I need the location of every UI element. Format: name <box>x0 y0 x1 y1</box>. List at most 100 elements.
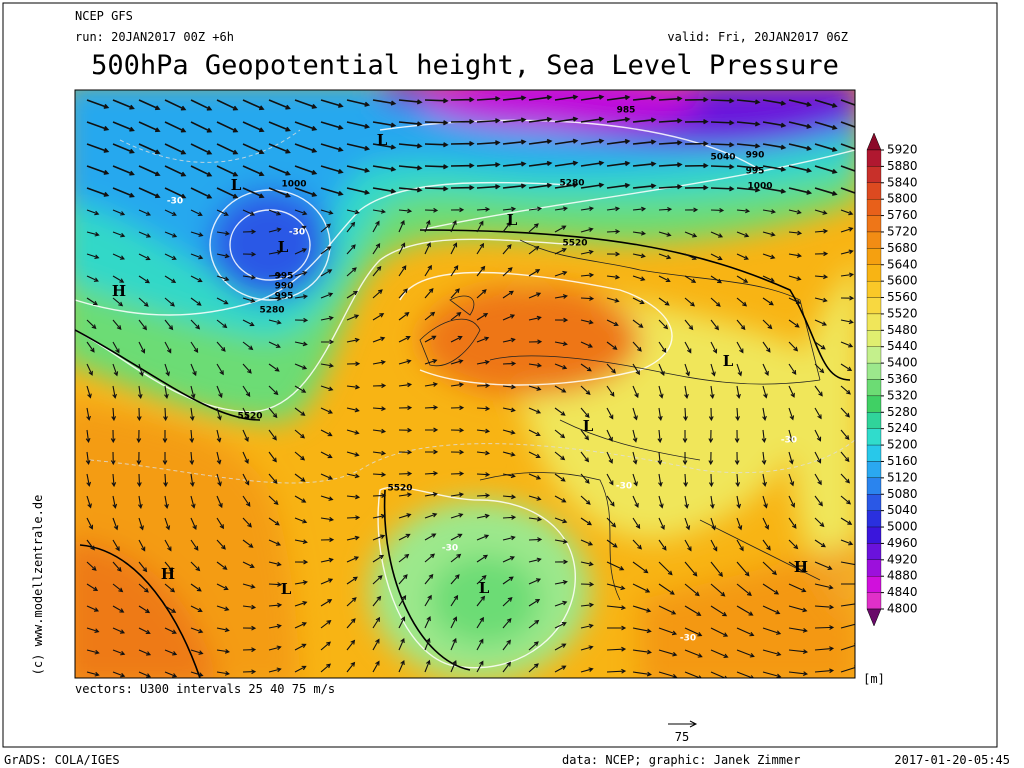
wind-vector <box>708 473 714 488</box>
contour-label: 995 <box>275 272 294 282</box>
wind-vector <box>190 583 202 592</box>
wind-vector <box>112 363 119 377</box>
wind-vector <box>112 561 122 572</box>
colorbar-label: 5320 <box>887 388 918 402</box>
wind-vector <box>788 121 813 129</box>
low-label: L <box>231 176 242 194</box>
wind-vector <box>86 231 100 237</box>
wind-vector <box>788 187 813 195</box>
wind-vector <box>658 627 678 636</box>
wind-vector <box>814 251 829 257</box>
wind-vector <box>450 312 462 321</box>
wind-vector <box>346 639 356 651</box>
wind-vector <box>658 539 667 551</box>
wind-vector <box>216 165 239 177</box>
wind-vector <box>606 160 631 167</box>
wind-vector <box>710 605 728 617</box>
wind-vector <box>736 517 743 531</box>
wind-vector <box>554 116 579 123</box>
credits: data: NCEP; graphic: Janek Zimmer <box>562 753 800 767</box>
colorbar-segment <box>866 313 882 331</box>
wind-vector <box>606 539 618 548</box>
wind-vector <box>632 139 657 145</box>
wind-vector <box>502 117 527 123</box>
colorbar-label: 5880 <box>887 159 918 173</box>
wind-vector <box>684 141 709 147</box>
wind-vector <box>424 533 437 541</box>
wind-vector <box>736 363 743 377</box>
wind-vector <box>684 517 691 531</box>
colorbar-segment <box>866 395 882 413</box>
wind-vector <box>398 312 410 321</box>
wind-vector <box>632 407 638 421</box>
wind-vector <box>164 495 169 509</box>
low-label: L <box>377 131 388 149</box>
wind-vector <box>554 600 568 607</box>
wind-vector <box>734 451 740 466</box>
wind-vector <box>320 663 332 673</box>
wind-vector <box>814 407 822 420</box>
wind-vector <box>762 341 771 353</box>
wind-vector <box>476 428 491 434</box>
wind-vector <box>682 451 688 466</box>
wind-vector <box>346 384 361 390</box>
wind-vector <box>216 275 230 282</box>
wind-vector <box>658 184 683 190</box>
wind-vector <box>398 492 413 498</box>
wind-vector <box>683 473 688 488</box>
wind-vector <box>554 429 566 439</box>
wind-vector <box>580 451 590 463</box>
colorbar-segment <box>866 182 882 200</box>
wind-vector <box>814 319 828 326</box>
wind-vector <box>632 319 644 328</box>
wind-vector <box>684 605 702 616</box>
wind-vector <box>190 605 203 613</box>
wind-vector <box>398 242 406 255</box>
colorbar-label: 5160 <box>887 454 918 468</box>
wind-vector <box>346 209 360 215</box>
wind-vector <box>502 161 527 167</box>
wind-vector <box>294 517 308 524</box>
wind-vector <box>580 363 592 372</box>
wind-vector <box>164 143 187 155</box>
wind-vector <box>424 573 434 585</box>
colorbar-segment <box>866 166 882 183</box>
wind-vector <box>137 495 143 509</box>
wind-vector <box>398 208 413 214</box>
wind-vector <box>788 671 809 677</box>
wind-vector <box>294 317 309 323</box>
wind-vector <box>606 116 631 123</box>
colorbar-label: 5520 <box>887 306 918 320</box>
wind-vector <box>840 473 851 484</box>
wind-vector <box>86 605 100 612</box>
wind-vector <box>814 473 822 486</box>
wind-vector <box>684 297 695 307</box>
wind-vector <box>398 165 423 171</box>
wind-vector <box>580 206 595 212</box>
wind-vector <box>112 297 124 307</box>
wind-vector <box>398 533 411 541</box>
wind-vector <box>476 574 487 585</box>
wind-vector <box>450 659 457 673</box>
wind-vector <box>398 288 408 299</box>
wind-vector <box>840 99 855 106</box>
wind-vector <box>242 187 265 199</box>
wind-vector <box>242 583 256 589</box>
wind-vector <box>294 99 318 109</box>
wind-vector <box>372 143 397 150</box>
wind-vector <box>424 207 439 213</box>
wind-vector <box>398 637 405 651</box>
wind-vector <box>502 361 517 367</box>
wind-vector <box>190 231 204 237</box>
wind-vector <box>86 561 97 571</box>
wind-vector <box>294 385 307 393</box>
wind-vector <box>424 470 439 476</box>
wind-vector <box>580 539 594 546</box>
wind-vector <box>424 594 432 607</box>
wind-vector <box>788 253 802 258</box>
wind-vector <box>372 575 383 585</box>
wind-vector <box>136 429 142 444</box>
wind-vector <box>476 383 491 389</box>
wind-vector <box>606 319 619 327</box>
colorbar-segment <box>866 510 882 528</box>
